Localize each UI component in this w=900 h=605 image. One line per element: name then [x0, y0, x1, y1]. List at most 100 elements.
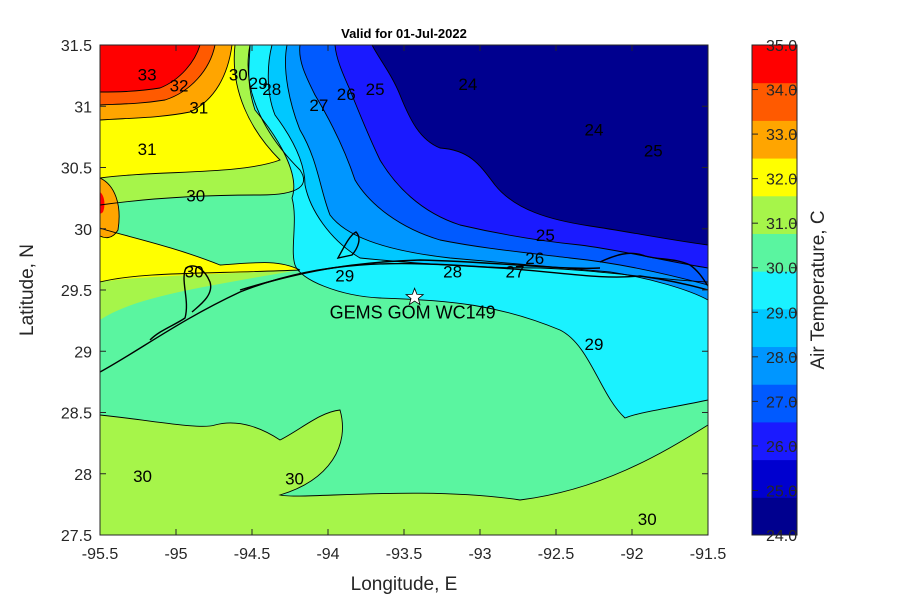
contour-label: 30: [638, 510, 657, 529]
contour-30: [100, 269, 301, 283]
station-marker-group: GEMS GOM WC149: [330, 287, 496, 322]
colorbar-tick-label: 30.0: [766, 261, 797, 278]
coastline: [100, 231, 708, 373]
coastline-shelf: [239, 259, 601, 291]
colorbar-swatch: [752, 45, 797, 84]
colorbar-swatch: [752, 195, 797, 234]
colorbar-tick-label: 34.0: [766, 83, 797, 100]
band-30-31: [100, 270, 300, 320]
colorbar-swatch: [752, 82, 797, 121]
y-tick-label: 28.5: [61, 406, 92, 423]
contour-30: [100, 409, 708, 501]
colorbar-tick-label: 31.0: [766, 216, 797, 233]
x-tick-label: -93: [468, 546, 491, 563]
contour-label: 29: [585, 335, 604, 354]
contour-32: [100, 177, 120, 239]
contour-24: [371, 45, 708, 246]
colorbar-swatch: [752, 308, 797, 348]
colorbar-ticks: 24.0 25.0 26.0 27.0 28.0 29.0 30.0 31.0 32.0 33.0…: [752, 38, 797, 545]
contour-31: [100, 45, 281, 179]
colorbar-swatch: [752, 421, 797, 461]
y-tick-label: 30.5: [61, 161, 92, 178]
band-31-32: [100, 228, 300, 282]
x-axis-ticks: -95.5 -95 -94.5 -94 -93.5 -93 -92.5 -92 -91.5: [82, 45, 727, 563]
x-tick-label: -95: [164, 546, 187, 563]
contour-lines: [100, 45, 708, 501]
coastline-main: [100, 262, 708, 373]
colorbar-tick-label: 29.0: [766, 305, 797, 322]
contour-31: [100, 227, 301, 271]
colorbar-swatch: [752, 497, 797, 536]
contour-label: 28: [262, 80, 281, 99]
x-tick-label: -95.5: [82, 546, 119, 563]
y-axis-ticks: 27.5 28 28.5 29 29.5 30 30.5 31 31.5: [61, 38, 708, 545]
station-star-icon: [405, 287, 425, 306]
contour-25: [334, 45, 708, 269]
contour-34: [100, 45, 201, 93]
contour-label: 30: [229, 65, 248, 84]
colorbar-swatch: [752, 120, 797, 159]
contour-label: 26: [525, 249, 544, 268]
y-tick-label: 29: [74, 344, 92, 361]
contour-label: 30: [133, 467, 152, 486]
colorbar-swatch: [752, 233, 797, 272]
x-tick-label: -92.5: [538, 546, 575, 563]
contour-label: 30: [285, 470, 304, 489]
colorbar-tick-label: 24.0: [766, 528, 797, 545]
contour-label: 24: [585, 121, 604, 140]
contour-label: 28: [443, 263, 462, 282]
contour-label: 29: [249, 74, 268, 93]
colorbar-swatch: [752, 459, 797, 498]
band-34-35: [100, 192, 105, 214]
x-tick-label: -94.5: [234, 546, 271, 563]
colorbar-tick-label: 32.0: [766, 172, 797, 189]
contour-label: 31: [138, 140, 157, 159]
contour-28: [267, 45, 708, 283]
y-tick-label: 30: [74, 222, 92, 239]
contour-label: 25: [366, 80, 385, 99]
contour-label: 29: [335, 266, 354, 285]
colorbar-swatch: [752, 271, 797, 310]
contour-label: 33: [138, 65, 157, 84]
contour-label: 24: [458, 75, 477, 94]
contour-32: [100, 45, 233, 121]
y-tick-label: 29.5: [61, 283, 92, 300]
x-tick-label: -92: [620, 546, 643, 563]
map-title: Valid for 01-Jul-2022: [341, 26, 467, 41]
x-tick-label: -93.5: [386, 546, 423, 563]
colorbar-label: Air Temperature, C: [808, 210, 829, 369]
station-label: GEMS GOM WC149: [330, 302, 496, 322]
coastline-lake: [336, 231, 360, 260]
contour-label: 27: [309, 96, 328, 115]
coastline-bay-west: [149, 265, 212, 341]
colorbar-swatch: [752, 384, 797, 423]
band-30-31: [100, 410, 708, 535]
colorbar-tick-label: 26.0: [766, 439, 797, 456]
contour-33: [100, 45, 216, 106]
colorbar: [752, 45, 797, 536]
y-tick-label: 31: [74, 99, 92, 116]
y-tick-label: 27.5: [61, 528, 92, 545]
x-axis-label: Longitude, E: [351, 574, 458, 595]
y-tick-label: 31.5: [61, 38, 92, 55]
colorbar-swatch: [752, 158, 797, 197]
colorbar-tick-label: 33.0: [766, 127, 797, 144]
colorbar-swatch: [752, 346, 797, 385]
band-34-35: [100, 45, 200, 92]
contour-30: [100, 45, 305, 206]
x-tick-label: -91.5: [690, 546, 727, 563]
contour-label: 31: [189, 98, 208, 117]
colorbar-tick-label: 35.0: [766, 38, 797, 55]
y-axis-label: Latitude, N: [17, 244, 38, 336]
contour-29: [248, 45, 708, 419]
coastline-marsh-east: [599, 252, 708, 287]
x-tick-label: -94: [316, 546, 339, 563]
band-lt-24: [372, 45, 708, 245]
colorbar-frame: [751, 44, 798, 536]
contour-label: 25: [644, 141, 663, 160]
contour-label: 26: [337, 85, 356, 104]
